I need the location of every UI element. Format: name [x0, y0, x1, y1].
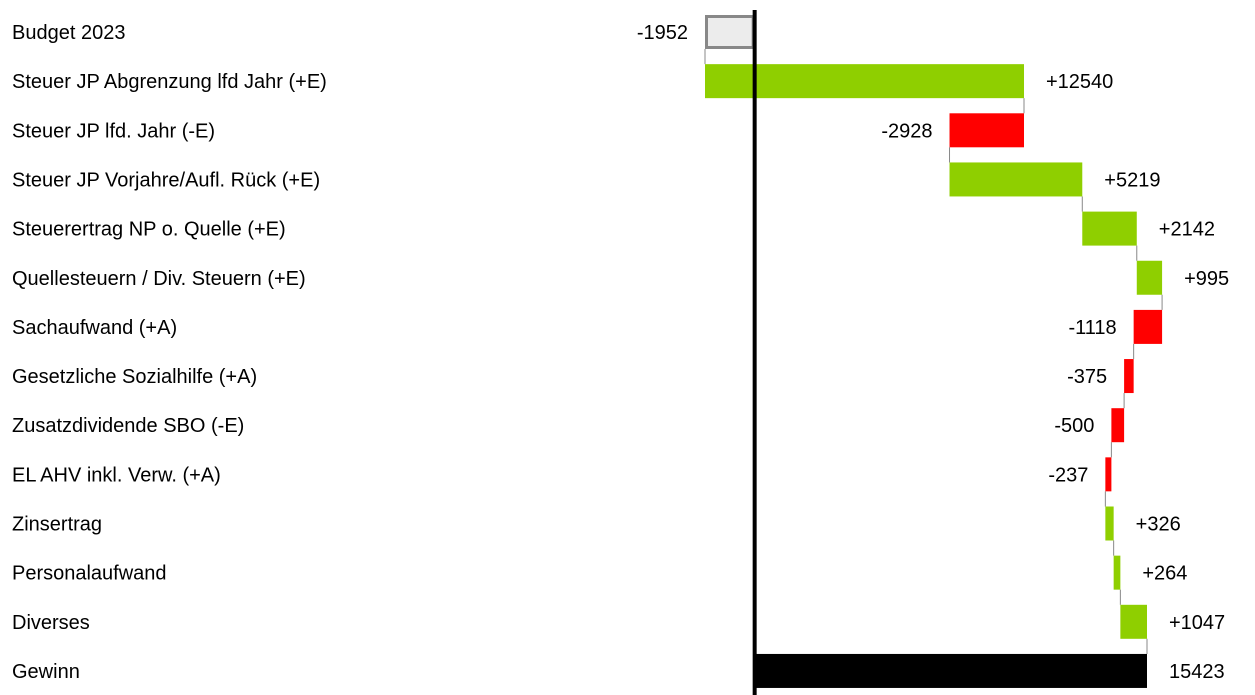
value-label: +1047 — [1169, 612, 1225, 634]
bar-gesetzliche-sozialhilfe-a — [1124, 359, 1134, 394]
bars — [705, 15, 1163, 688]
value-label: 15423 — [1169, 661, 1225, 683]
bar-el-ahv-inkl-verw-a — [1105, 457, 1112, 492]
bar-budget-2023 — [705, 15, 755, 49]
category-label: Zusatzdividende SBO (-E) — [12, 415, 244, 437]
category-label: Quellesteuern / Div. Steuern (+E) — [12, 268, 306, 290]
category-label: Gewinn — [12, 661, 80, 683]
connector-lines — [704, 49, 1163, 654]
bar-sachaufwand-a — [1133, 309, 1163, 344]
bar-zinsertrag — [1105, 506, 1114, 541]
value-label: -237 — [1048, 464, 1088, 486]
category-label: Zinsertrag — [12, 514, 102, 536]
category-label: Personalaufwand — [12, 563, 167, 585]
value-label: +12540 — [1046, 71, 1113, 93]
value-labels: -1952 +12540 -2928 +5219 +2142 +995 -1118 -375 -… — [637, 22, 1229, 683]
category-label: Gesetzliche Sozialhilfe (+A) — [12, 366, 257, 388]
category-label: Steuer JP lfd. Jahr (-E) — [12, 120, 215, 142]
bar-steuer-jp-vorjahre-aufl-r-ck-e — [949, 162, 1083, 197]
category-label: Steuer JP Abgrenzung lfd Jahr (+E) — [12, 71, 327, 93]
category-label: Diverses — [12, 612, 90, 634]
category-label: EL AHV inkl. Verw. (+A) — [12, 464, 221, 486]
bar-diverses — [1120, 604, 1147, 639]
category-label: Budget 2023 — [12, 22, 125, 44]
category-labels: Budget 2023 Steuer JP Abgrenzung lfd Jahr… — [12, 22, 327, 683]
value-label: -2928 — [881, 120, 932, 142]
value-label: +264 — [1142, 563, 1187, 585]
value-label: +995 — [1184, 268, 1229, 290]
bar-gewinn — [754, 653, 1147, 688]
value-label: +2142 — [1159, 219, 1215, 241]
value-label: -1118 — [1068, 317, 1116, 339]
value-label: +5219 — [1104, 169, 1160, 191]
bar-zusatzdividende-sbo-e — [1111, 408, 1125, 443]
value-label: -375 — [1067, 366, 1107, 388]
value-label: -500 — [1054, 415, 1094, 437]
category-label: Steuer JP Vorjahre/Aufl. Rück (+E) — [12, 169, 320, 191]
bar-steuer-jp-abgrenzung-lfd-jahr-e — [705, 64, 1025, 99]
value-label: -1952 — [637, 22, 688, 44]
category-label: Sachaufwand (+A) — [12, 317, 177, 339]
bar-quellesteuern-div-steuern-e — [1136, 260, 1163, 295]
value-label: +326 — [1136, 514, 1181, 536]
bar-personalaufwand — [1113, 555, 1121, 590]
category-label: Steuerertrag NP o. Quelle (+E) — [12, 219, 286, 241]
bar-steuer-jp-lfd-jahr-e — [949, 113, 1025, 148]
bar-steuerertrag-np-o-quelle-e — [1082, 211, 1137, 246]
